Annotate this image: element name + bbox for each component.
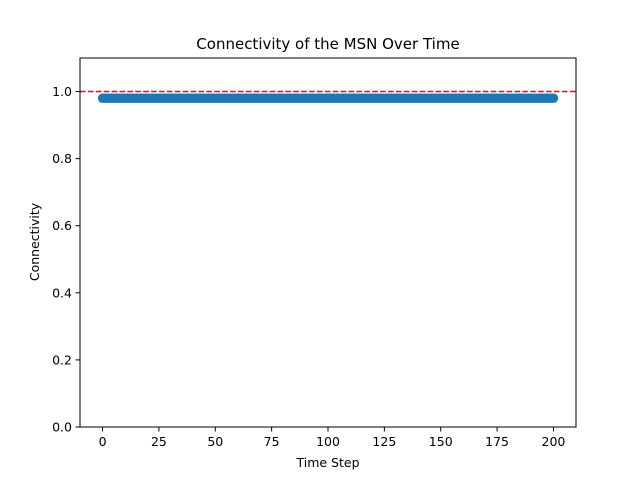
x-tick-label: 150 xyxy=(429,434,453,449)
x-tick-label: 175 xyxy=(485,434,509,449)
x-tick-label: 100 xyxy=(316,434,340,449)
y-tick-label: 0.2 xyxy=(52,352,72,367)
y-tick-label: 1.0 xyxy=(52,84,72,99)
x-tick-label: 75 xyxy=(264,434,280,449)
x-tick-label: 0 xyxy=(99,434,107,449)
x-tick-label: 200 xyxy=(542,434,566,449)
y-tick-label: 0.8 xyxy=(52,151,72,166)
y-tick-label: 0.4 xyxy=(52,285,72,300)
y-tick-label: 0.6 xyxy=(52,218,72,233)
data-points xyxy=(97,93,559,103)
x-tick-label: 125 xyxy=(372,434,396,449)
x-tick-label: 50 xyxy=(207,434,223,449)
data-point xyxy=(548,93,559,103)
y-axis-ticks: 0.0 0.2 0.4 0.6 0.8 1.0 xyxy=(52,84,80,435)
x-axis-label: Time Step xyxy=(295,455,359,470)
y-tick-label: 0.0 xyxy=(52,420,72,435)
chart-title: Connectivity of the MSN Over Time xyxy=(196,35,459,53)
x-tick-label: 25 xyxy=(151,434,167,449)
y-axis-label: Connectivity xyxy=(27,202,42,281)
plot-frame xyxy=(79,57,577,428)
x-axis-ticks: 0 25 50 75 100 125 150 175 200 xyxy=(99,427,566,449)
